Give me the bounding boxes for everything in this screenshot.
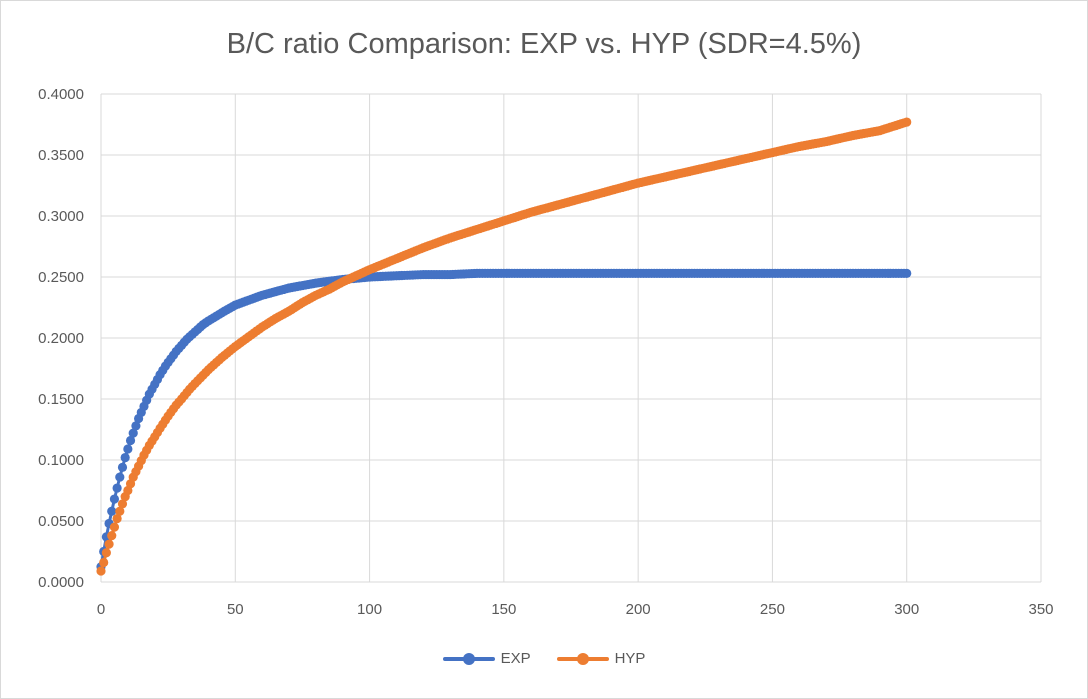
data-point-exp [902,268,912,278]
data-point-hyp [109,522,120,532]
data-point-hyp [104,539,114,549]
legend-label-exp: EXP [500,650,531,667]
x-tick-label: 350 [1028,601,1053,618]
data-point-exp [125,435,136,446]
y-tick-label: 0.0500 [38,513,84,530]
x-tick-label: 200 [626,601,651,618]
y-tick-label: 0.1500 [38,391,84,408]
data-point-exp [109,494,120,504]
data-point-exp [131,421,141,431]
chart-title: B/C ratio Comparison: EXP vs. HYP (SDR=4… [226,28,862,60]
y-tick-label: 0.3000 [38,208,84,225]
legend-marker-hyp-icon [556,652,609,665]
y-tick-label: 0.4000 [38,86,84,103]
data-point-hyp [96,566,106,576]
legend-marker-exp-icon [442,652,495,665]
data-point-exp [112,483,122,493]
data-point-hyp [107,531,117,541]
x-tick-label: 50 [227,601,244,618]
data-point-hyp [101,548,111,558]
x-tick-label: 250 [760,601,785,618]
data-point-exp [115,472,125,482]
legend-item-exp: EXP [442,650,531,667]
legend-item-hyp: HYP [556,650,646,667]
data-point-hyp [115,506,125,516]
data-point-hyp [902,117,912,127]
x-tick-label: 150 [491,601,516,618]
data-point-exp [128,428,138,438]
y-tick-label: 0.2500 [38,269,84,286]
data-point-exp [123,444,133,454]
data-point-hyp [112,513,122,524]
series-hyp [96,117,912,576]
x-tick-label: 300 [894,601,919,618]
y-tick-label: 0.3500 [38,147,84,164]
chart-legend: EXP HYP [0,650,1088,667]
data-point-hyp [99,557,109,568]
data-point-hyp [117,499,128,509]
y-tick-label: 0.2000 [38,330,84,347]
data-point-exp [120,452,130,463]
legend-label-hyp: HYP [614,650,646,667]
x-tick-label: 0 [97,601,105,618]
y-tick-label: 0.1000 [38,452,84,469]
data-point-exp [117,462,128,472]
y-tick-label: 0.0000 [38,574,84,591]
data-point-exp [107,506,117,516]
x-tick-label: 100 [357,601,382,618]
